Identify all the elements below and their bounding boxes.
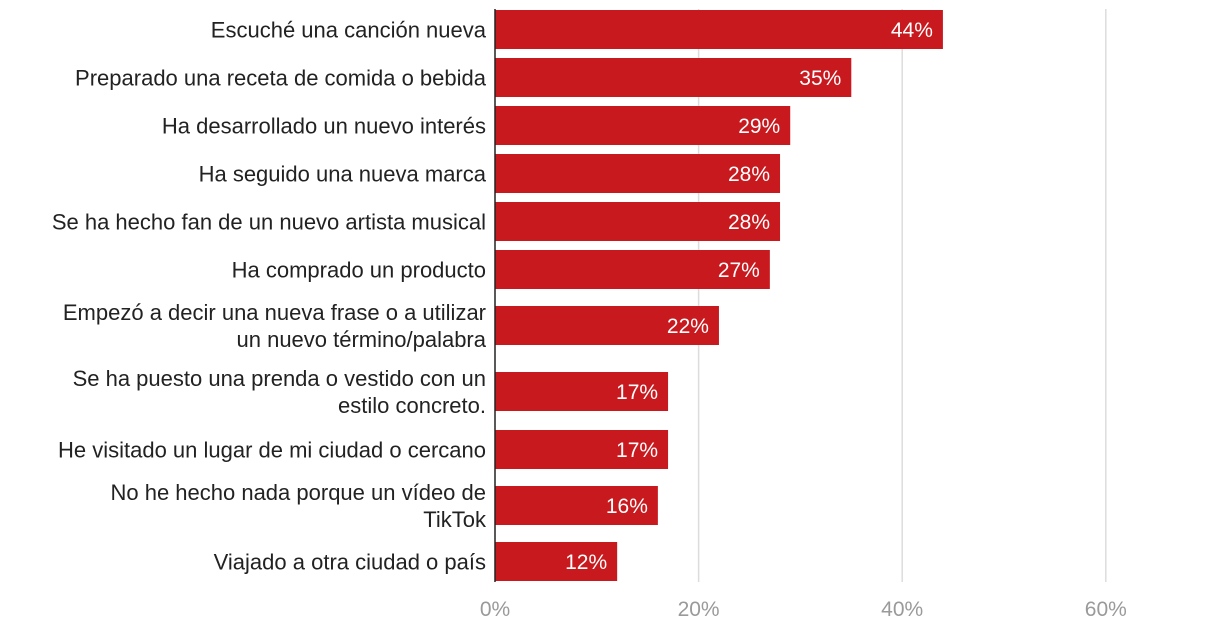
bar (495, 486, 658, 525)
bar-value-label: 29% (738, 115, 780, 138)
category-label: Se ha puesto una prenda o vestido con un… (73, 366, 486, 418)
bar-value-label: 17% (616, 439, 658, 462)
bar (495, 154, 781, 193)
category-label: Ha comprado un producto (232, 258, 486, 283)
bar (495, 306, 719, 345)
bar-value-label: 16% (606, 495, 648, 518)
bar-value-label: 28% (728, 211, 770, 234)
bar-value-label: 22% (667, 315, 709, 338)
bars: 44% 35% 29% 28% 28% 27% 22% 17% 17% 16% 12% (495, 10, 943, 581)
category-label: Se ha hecho fan de un nuevo artista musi… (52, 210, 486, 235)
category-label: Ha desarrollado un nuevo interés (162, 114, 486, 139)
bar-value-label: 35% (799, 67, 841, 90)
bar (495, 106, 791, 145)
x-tick-label: 60% (1085, 598, 1127, 621)
x-axis-ticks: 0% 20% 40% 60% (480, 598, 1127, 621)
category-label: Escuché una canción nueva (211, 18, 487, 43)
bar (495, 202, 781, 241)
bar (495, 10, 943, 49)
category-label: Viajado a otra ciudad o país (214, 550, 486, 575)
bar (495, 372, 669, 411)
bar-value-label: 27% (718, 259, 760, 282)
category-label: Preparado una receta de comida o bebida (75, 66, 487, 91)
bar-value-label: 17% (616, 381, 658, 404)
category-label: No he hecho nada porque un vídeo de TikTo… (110, 480, 487, 532)
bar-value-label: 28% (728, 163, 770, 186)
gridlines (697, 9, 1107, 582)
x-tick-label: 0% (480, 598, 510, 621)
x-tick-label: 20% (678, 598, 720, 621)
category-label: He visitado un lugar de mi ciudad o cerc… (58, 438, 486, 463)
category-label: Empezó a decir una nueva frase o a utili… (63, 300, 487, 352)
category-labels: Escuché una canción nueva Preparado una r… (52, 18, 487, 575)
category-label: Ha seguido una nueva marca (199, 162, 487, 187)
bar-value-label: 44% (891, 19, 933, 42)
bar-value-label: 12% (565, 551, 607, 574)
bar (495, 430, 669, 469)
bar (495, 542, 618, 581)
x-tick-label: 40% (881, 598, 923, 621)
bar (495, 58, 852, 97)
bar (495, 250, 770, 289)
